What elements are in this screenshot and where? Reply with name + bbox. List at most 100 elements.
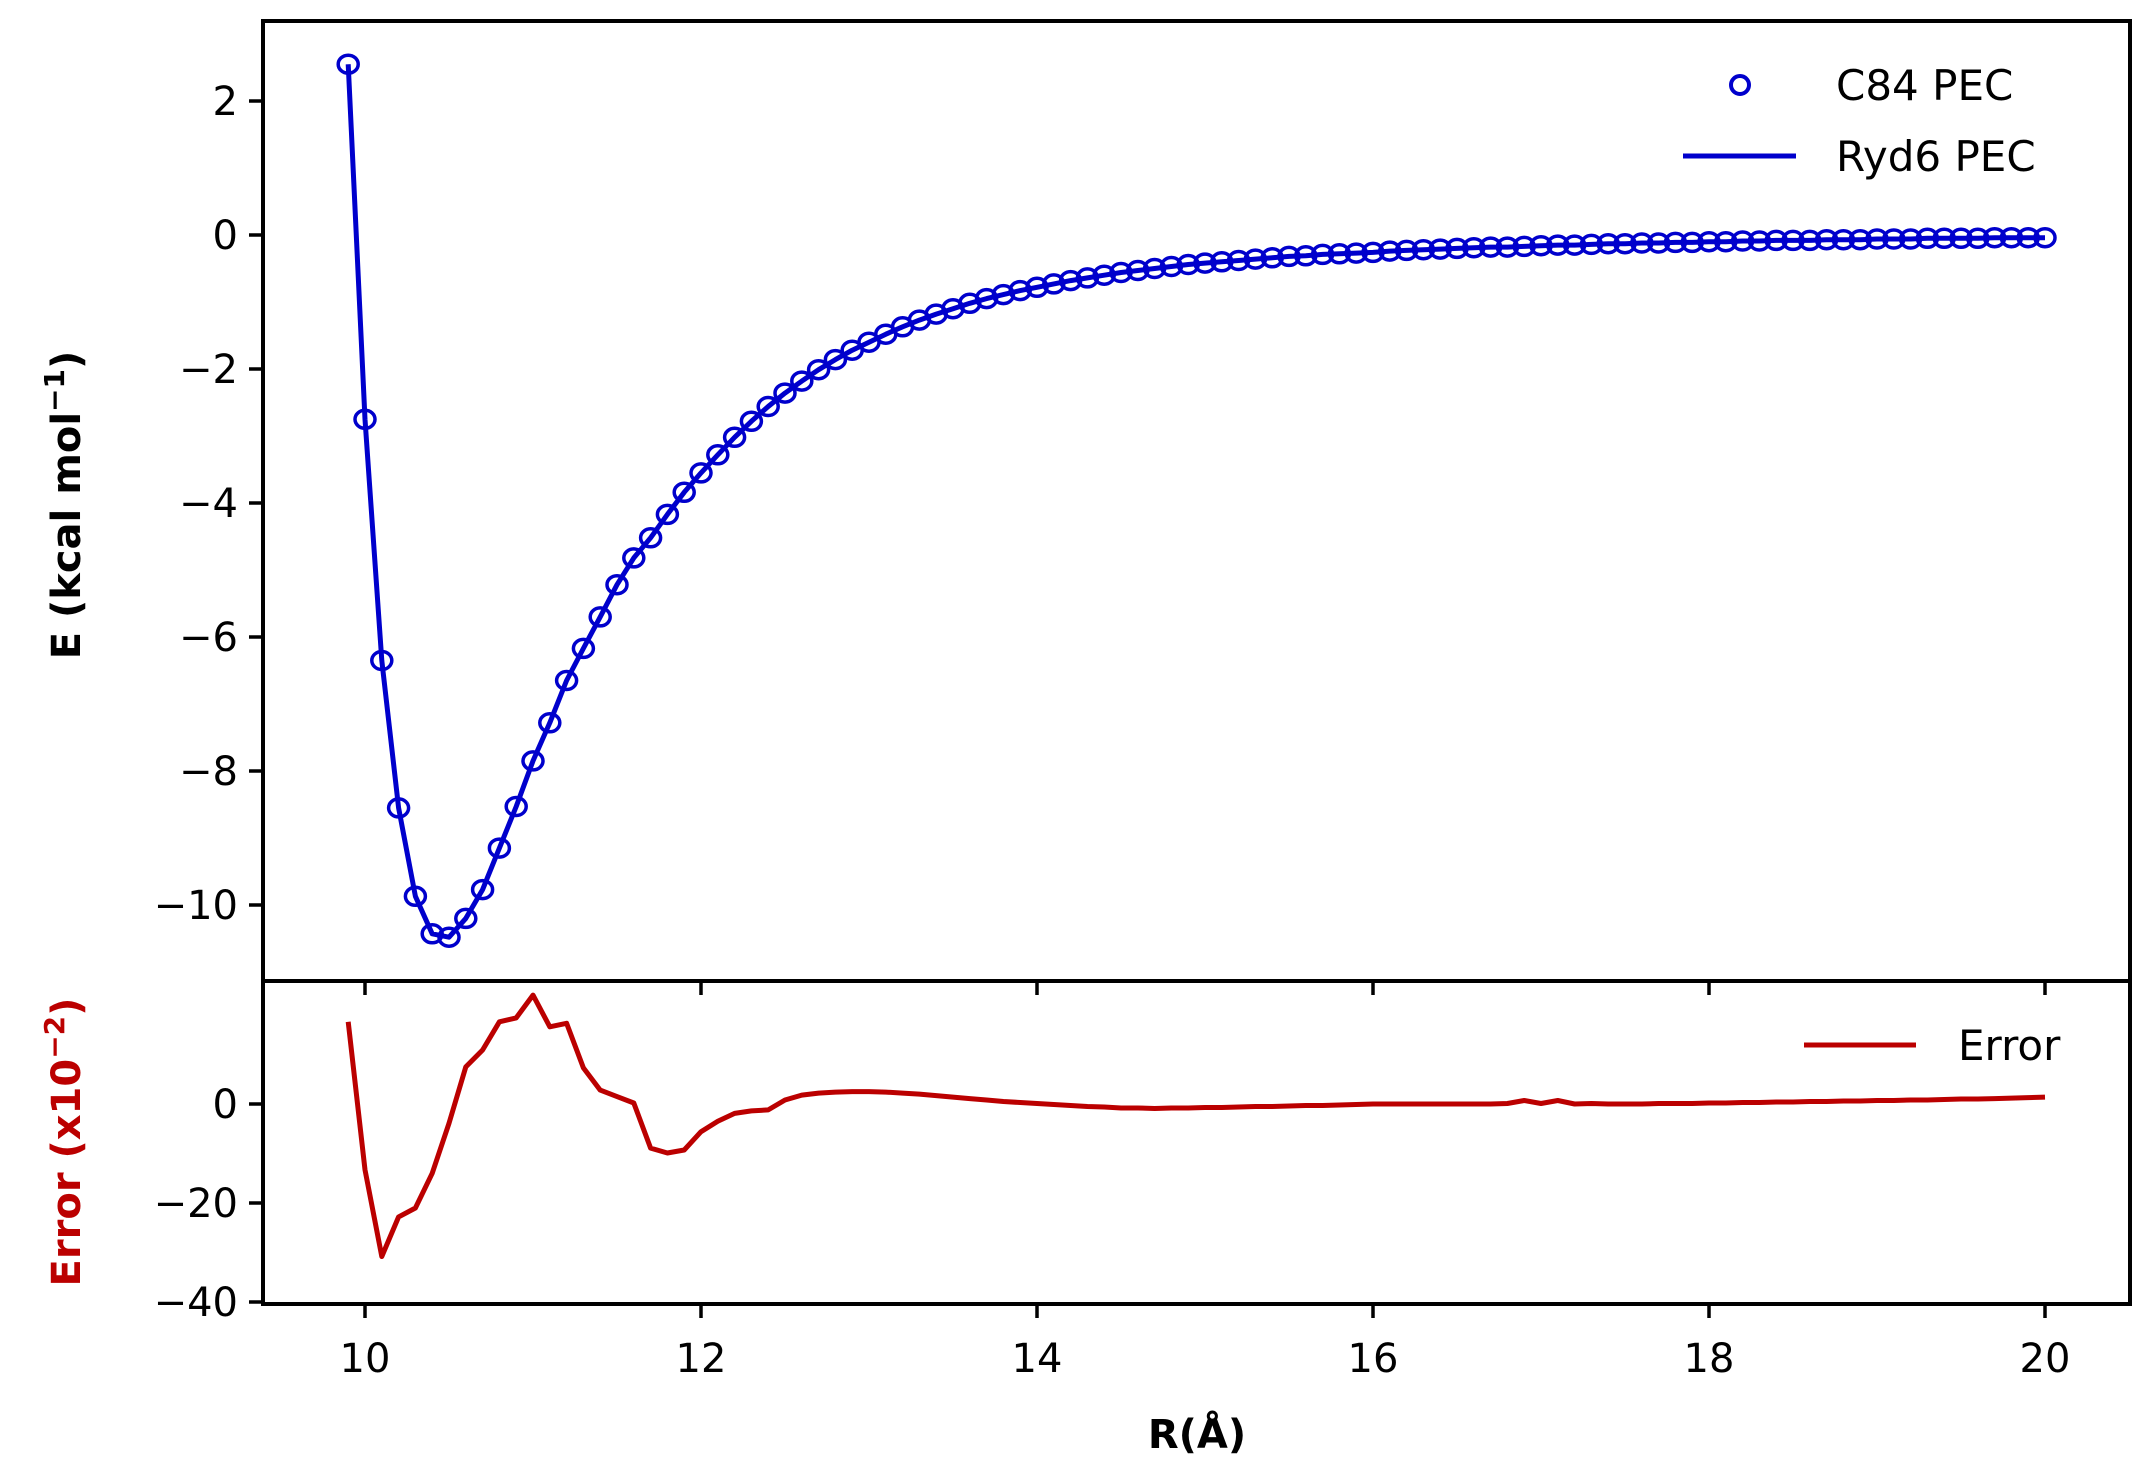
data-point-marker bbox=[1445, 237, 1469, 260]
data-point-marker bbox=[1663, 231, 1688, 254]
y-tick-label: −20 bbox=[154, 1181, 238, 1227]
data-point-marker bbox=[1697, 230, 1721, 253]
data-point-marker bbox=[773, 382, 797, 404]
data-point-marker bbox=[1126, 259, 1150, 282]
y-tick-label: −10 bbox=[154, 883, 238, 929]
error-polyline bbox=[345, 992, 2046, 1259]
data-point-marker bbox=[1882, 228, 1906, 250]
data-point-marker bbox=[454, 907, 478, 930]
y-tick-label: 0 bbox=[213, 213, 238, 259]
data-point-marker bbox=[1529, 234, 1553, 257]
data-point-marker bbox=[1982, 226, 2007, 249]
top-y-axis-label: E (kcal mol−1) bbox=[38, 351, 90, 660]
data-point-marker bbox=[689, 462, 713, 484]
data-point-marker bbox=[1428, 238, 1452, 260]
bottom-ylabel-text: Error (x10 bbox=[44, 1059, 90, 1287]
x-tick-label: 16 bbox=[1348, 1336, 1399, 1382]
bottom-panel: 0 −20 −40 10 12 14 16 18 20 Error Error (x10−2)… bbox=[38, 979, 2132, 1458]
data-point-marker bbox=[1226, 249, 1251, 272]
data-point-marker bbox=[1579, 233, 1604, 256]
data-point-marker bbox=[1966, 227, 1990, 250]
data-point-marker bbox=[1613, 232, 1637, 255]
data-point-marker bbox=[790, 370, 814, 392]
data-point-marker bbox=[1747, 230, 1772, 252]
data-point-marker bbox=[1210, 251, 1234, 273]
x-tick-label: 18 bbox=[1684, 1336, 1735, 1382]
data-point-marker bbox=[353, 408, 377, 431]
top-legend: C84 PEC Ryd6 PEC bbox=[1683, 61, 2036, 181]
legend-error-label: Error bbox=[1958, 1021, 2061, 1070]
ryd6-pec-line bbox=[345, 64, 2045, 940]
data-point-marker bbox=[991, 283, 1016, 306]
x-tick-label: 10 bbox=[340, 1336, 391, 1382]
data-point-marker bbox=[1714, 230, 1738, 253]
data-point-marker bbox=[1243, 248, 1268, 270]
bottom-legend: Error bbox=[1804, 1021, 2061, 1070]
data-point-marker bbox=[1159, 255, 1184, 278]
data-point-marker bbox=[1176, 253, 1200, 276]
data-point-marker bbox=[655, 503, 680, 526]
bottom-y-axis-ticks: 0 −20 −40 bbox=[154, 1082, 263, 1326]
top-ylabel-superscript: −1 bbox=[38, 369, 71, 412]
data-point-marker bbox=[1478, 236, 1503, 258]
data-point-marker bbox=[605, 573, 629, 596]
error-line bbox=[345, 992, 2046, 1259]
top-ylabel-text: E (kcal mol bbox=[44, 412, 90, 659]
data-point-marker bbox=[1949, 227, 1973, 250]
bottom-ylabel-close: ) bbox=[44, 998, 90, 1016]
legend-c84-label: C84 PEC bbox=[1836, 61, 2013, 110]
data-point-marker bbox=[521, 750, 545, 772]
data-point-marker bbox=[1596, 232, 1620, 255]
data-point-marker bbox=[1781, 229, 1805, 252]
x-tick-label: 20 bbox=[2020, 1336, 2071, 1382]
data-point-marker bbox=[1310, 243, 1335, 266]
data-point-marker bbox=[1344, 242, 1368, 264]
data-point-marker bbox=[1814, 228, 1839, 251]
data-point-marker bbox=[1193, 252, 1217, 274]
data-point-marker bbox=[554, 669, 579, 692]
data-point-marker bbox=[437, 926, 461, 948]
ryd6-polyline bbox=[345, 64, 2045, 940]
top-panel: 2 0 −2 −4 −6 −8 −10 C84 PEC Ryd6 PEC E (kcal m… bbox=[38, 19, 2132, 983]
data-point-marker bbox=[1831, 228, 1856, 251]
x-tick-label: 14 bbox=[1012, 1336, 1063, 1382]
data-point-marker bbox=[1142, 257, 1167, 280]
data-point-marker bbox=[1260, 247, 1284, 269]
data-point-marker bbox=[1798, 229, 1822, 252]
data-point-marker bbox=[1294, 245, 1318, 267]
data-point-marker bbox=[1512, 235, 1536, 258]
data-point-marker bbox=[1932, 227, 1956, 250]
data-point-marker bbox=[487, 837, 512, 859]
data-point-marker bbox=[1411, 238, 1436, 261]
legend-ryd6-label: Ryd6 PEC bbox=[1836, 132, 2036, 181]
data-point-marker bbox=[722, 426, 747, 449]
data-point-marker bbox=[1109, 261, 1133, 284]
data-point-marker bbox=[672, 481, 696, 504]
data-point-marker bbox=[1462, 236, 1486, 259]
x-axis-ticks: 10 12 14 16 18 20 bbox=[340, 981, 2071, 1382]
data-point-marker bbox=[2033, 226, 2057, 249]
data-point-marker bbox=[470, 878, 495, 901]
bottom-plot-frame bbox=[261, 979, 2132, 1306]
y-tick-label: −4 bbox=[179, 481, 238, 527]
data-point-marker bbox=[571, 637, 596, 660]
data-point-marker bbox=[1075, 267, 1100, 289]
top-ylabel-close: ) bbox=[44, 351, 90, 369]
data-point-marker bbox=[1915, 227, 1940, 250]
data-point-marker bbox=[403, 885, 428, 908]
data-point-marker bbox=[1361, 241, 1385, 264]
data-point-marker bbox=[1394, 239, 1419, 262]
y-tick-label: 0 bbox=[213, 1082, 238, 1128]
data-point-marker bbox=[1730, 230, 1755, 252]
data-point-marker bbox=[1025, 276, 1049, 299]
data-point-marker bbox=[336, 53, 360, 75]
top-y-axis-ticks: 2 0 −2 −4 −6 −8 −10 bbox=[154, 79, 263, 929]
data-point-marker bbox=[1999, 226, 2024, 249]
data-point-marker bbox=[806, 358, 831, 381]
data-point-marker bbox=[1058, 269, 1083, 292]
data-point-marker bbox=[638, 527, 663, 549]
data-point-marker bbox=[1008, 279, 1032, 302]
data-point-marker bbox=[622, 547, 646, 569]
data-point-marker bbox=[706, 444, 730, 466]
